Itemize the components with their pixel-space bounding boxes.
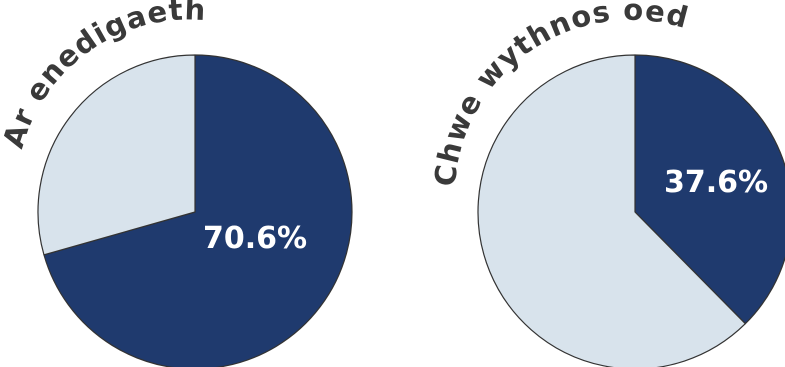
slice-value-label: 37.6% [664,165,768,200]
pie-chart-six-weeks: Chwe wythnos oed 37.6% [428,0,785,367]
pie-slice-highlight [43,54,353,367]
pie-slices [477,54,785,367]
pie-slice-remainder [37,54,196,256]
pie-slice-highlight [634,54,785,325]
pie-chart-birth: Ar enedigaeth 70.6% [0,0,353,367]
pie-slice-remainder [477,54,746,367]
slice-value-label: 70.6% [203,221,307,256]
pie-slices [37,54,353,367]
